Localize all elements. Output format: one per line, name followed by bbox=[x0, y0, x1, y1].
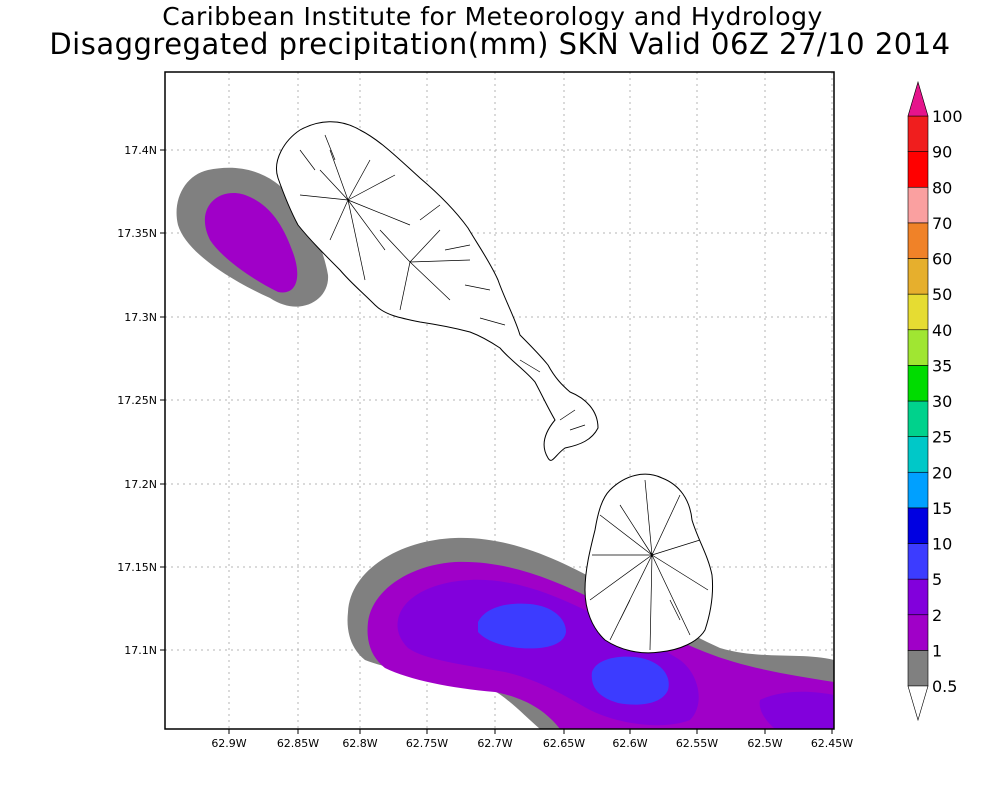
colorbar-label: 15 bbox=[932, 499, 952, 518]
colorbar-swatch bbox=[907, 471, 929, 509]
colorbar-label: 40 bbox=[932, 321, 952, 340]
st-kitts-drainage bbox=[299, 134, 586, 431]
lat-axis: 17.4N 17.35N 17.3N 17.25N 17.2N 17.15N 17.1N bbox=[117, 144, 165, 657]
lat-tick-label: 17.4N bbox=[124, 144, 157, 157]
colorbar-swatch bbox=[907, 115, 929, 152]
lat-tick-label: 17.1N bbox=[124, 644, 157, 657]
colorbar-top-arrow bbox=[907, 80, 929, 117]
lon-tick-label: 62.55W bbox=[676, 737, 718, 750]
colorbar-label: 25 bbox=[932, 428, 952, 447]
colorbar-swatch bbox=[907, 329, 929, 366]
colorbar-swatch bbox=[907, 186, 929, 224]
contour-5-south-east bbox=[591, 656, 669, 705]
colorbar-swatch bbox=[907, 436, 929, 473]
colorbar-swatch bbox=[907, 151, 929, 188]
contour-5-south-west bbox=[478, 603, 566, 649]
colorbar-swatch bbox=[907, 400, 929, 437]
nevis-island bbox=[584, 473, 713, 654]
colorbar-label: 1 bbox=[932, 641, 942, 660]
colorbar-label: 35 bbox=[932, 356, 952, 375]
lon-axis: 62.9W 62.85W 62.8W 62.75W 62.7W 62.65W 62.6W 62… bbox=[211, 729, 853, 750]
st-kitts-island bbox=[276, 121, 599, 461]
colorbar-label: 5 bbox=[932, 570, 942, 589]
map-title-line1: Caribbean Institute for Meteorology and … bbox=[162, 2, 823, 31]
contour-1-east-tail bbox=[759, 691, 834, 729]
lon-tick-label: 62.65W bbox=[543, 737, 585, 750]
nevis-drainage bbox=[589, 479, 709, 651]
colorbar-label: 30 bbox=[932, 392, 952, 411]
lat-tick-label: 17.2N bbox=[124, 478, 157, 491]
colorbar-label: 70 bbox=[932, 214, 952, 233]
lon-tick-label: 62.6W bbox=[612, 737, 647, 750]
lat-tick-label: 17.3N bbox=[124, 311, 157, 324]
colorbar-label: 0.5 bbox=[932, 677, 957, 696]
colorbar-bottom-arrow bbox=[907, 685, 929, 722]
colorbar-swatch bbox=[907, 543, 929, 580]
st-kitts-outline bbox=[276, 121, 599, 461]
colorbar-label: 2 bbox=[932, 606, 942, 625]
lon-tick-label: 62.45W bbox=[811, 737, 853, 750]
precip-contours-south bbox=[347, 537, 834, 729]
colorbar-swatch bbox=[907, 614, 929, 651]
lon-tick-label: 62.75W bbox=[406, 737, 448, 750]
colorbar-label: 90 bbox=[932, 143, 952, 162]
colorbar-label: 20 bbox=[932, 463, 952, 482]
lon-tick-label: 62.85W bbox=[277, 737, 319, 750]
lat-tick-label: 17.15N bbox=[117, 561, 157, 574]
contour-1-nw bbox=[204, 192, 298, 293]
colorbar-swatch bbox=[907, 650, 929, 687]
lon-tick-label: 62.8W bbox=[342, 737, 377, 750]
nevis-outline bbox=[584, 473, 713, 654]
colorbar-label: 100 bbox=[932, 107, 963, 126]
colorbar-swatch bbox=[907, 507, 929, 544]
lon-tick-label: 62.7W bbox=[477, 737, 512, 750]
colorbar-label: 50 bbox=[932, 285, 952, 304]
lon-tick-label: 62.9W bbox=[211, 737, 246, 750]
colorbar-label: 80 bbox=[932, 178, 952, 197]
colorbar-swatch bbox=[907, 222, 929, 259]
colorbar-swatch bbox=[907, 578, 929, 616]
colorbar-swatch bbox=[907, 293, 929, 331]
colorbar-swatch bbox=[907, 258, 929, 295]
lat-tick-label: 17.25N bbox=[117, 394, 157, 407]
colorbar-label: 10 bbox=[932, 535, 952, 554]
colorbar-label: 60 bbox=[932, 250, 952, 269]
map-plot-area: 62.9W 62.85W 62.8W 62.75W 62.7W 62.65W 62.6W 62… bbox=[117, 71, 853, 750]
colorbar-swatch bbox=[907, 365, 929, 402]
map-title-line2: Disaggregated precipitation(mm) SKN Vali… bbox=[49, 27, 951, 61]
lat-tick-label: 17.35N bbox=[117, 227, 157, 240]
lon-tick-label: 62.5W bbox=[747, 737, 782, 750]
